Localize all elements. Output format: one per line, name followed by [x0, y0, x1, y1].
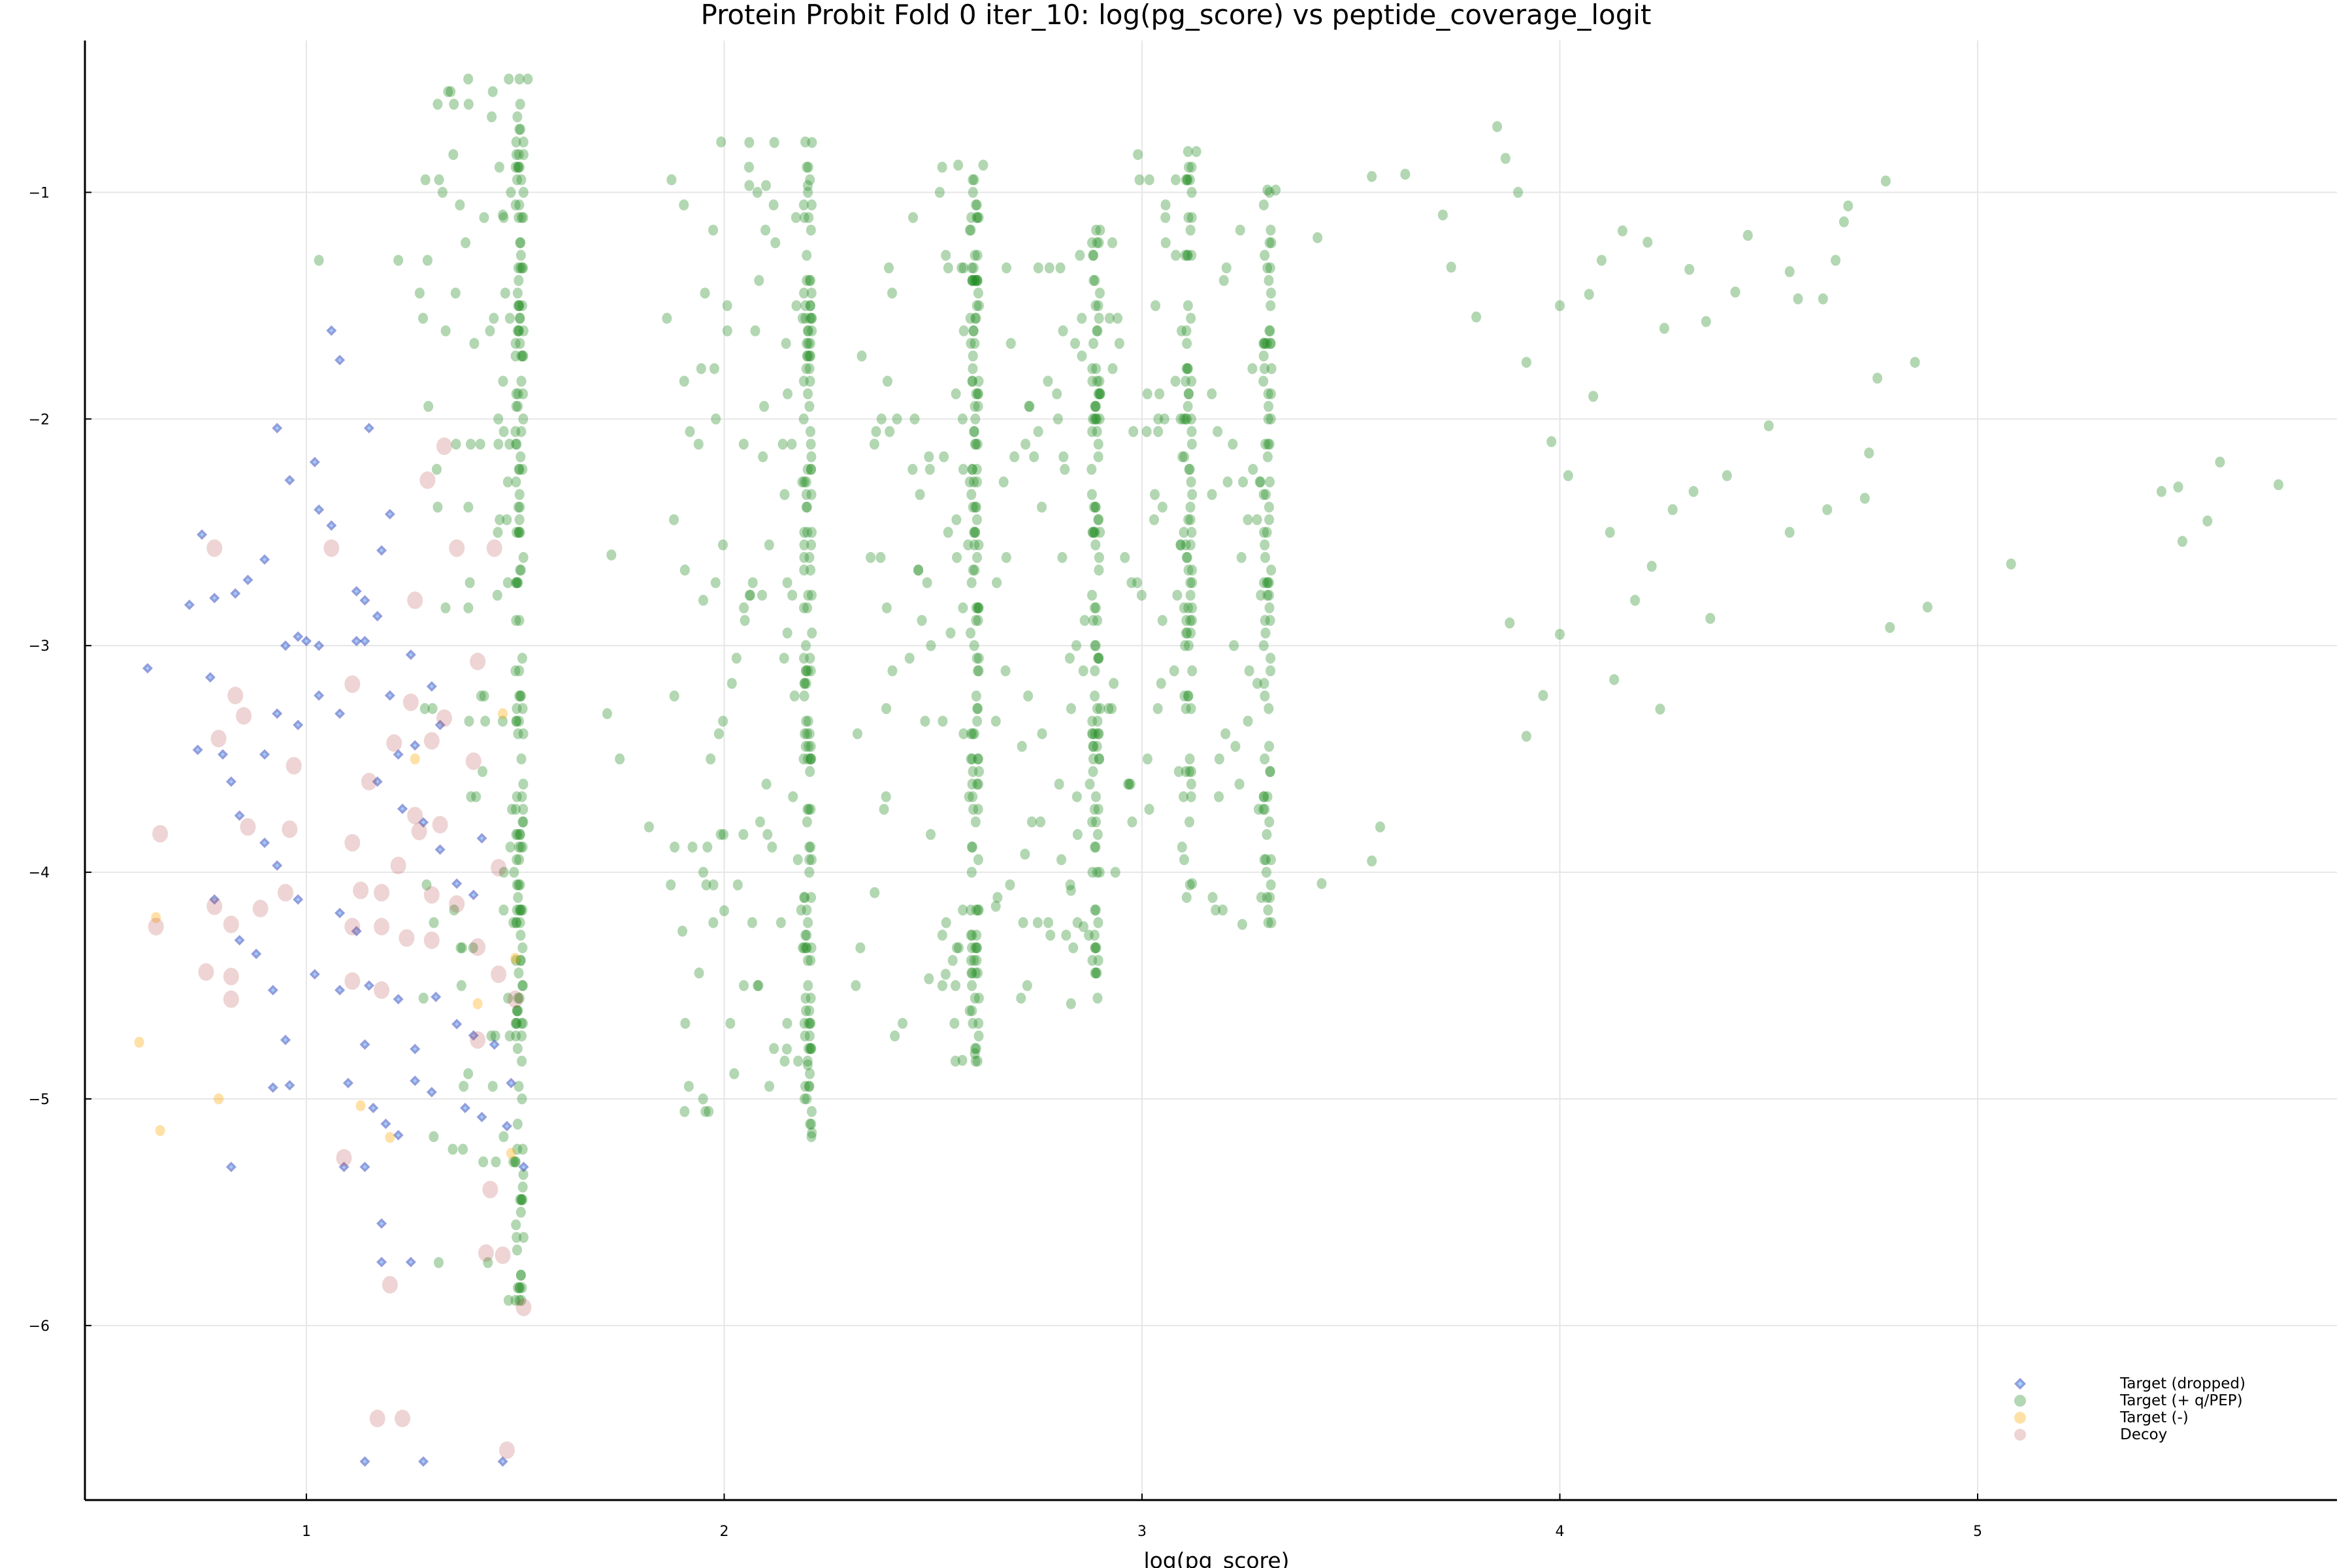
axes — [84, 41, 2337, 1501]
diamond-marker-icon — [2014, 1378, 2026, 1390]
chart-title: Protein Probit Fold 0 iter_10: log(pg_sc… — [700, 0, 1652, 31]
y-tick-label: −1 — [29, 185, 50, 201]
legend-label: Target (-) — [2120, 1409, 2189, 1426]
grid-lines — [85, 41, 2337, 1500]
y-tick-label: −3 — [29, 638, 50, 655]
legend-label: Target (+ q/PEP) — [2120, 1392, 2243, 1409]
y-tick-label: −6 — [29, 1318, 50, 1335]
y-tick-label: −2 — [29, 412, 50, 428]
red-circle-marker-icon — [2014, 1429, 2026, 1441]
legend-label: Decoy — [2120, 1426, 2168, 1443]
data-points — [134, 73, 2283, 1467]
legend-item-target-qpep: Target (+ q/PEP) — [1993, 1392, 2267, 1409]
orange-circle-marker-icon — [2014, 1412, 2026, 1424]
x-tick-label: 1 — [302, 1524, 311, 1540]
x-tick-label: 4 — [1555, 1524, 1564, 1540]
y-tick-label: −5 — [29, 1092, 50, 1108]
legend: Target (dropped) Target (+ q/PEP) Target… — [1993, 1375, 2267, 1443]
legend-item-target-dropped: Target (dropped) — [1993, 1375, 2267, 1392]
green-circle-marker-icon — [2014, 1395, 2026, 1407]
x-axis-label: log(pg_score) — [1143, 1548, 1289, 1568]
tick-labels: 1 2 3 4 5 −1 −2 −3 −4 −5 −6 — [29, 185, 1982, 1540]
x-tick-label: 3 — [1137, 1524, 1147, 1540]
x-tick-label: 5 — [1973, 1524, 1982, 1540]
legend-label: Target (dropped) — [2120, 1375, 2246, 1392]
legend-item-decoy: Decoy — [1993, 1426, 2267, 1443]
legend-item-target-negative: Target (-) — [1993, 1409, 2267, 1426]
x-tick-label: 2 — [719, 1524, 728, 1540]
y-tick-label: −4 — [29, 865, 50, 881]
